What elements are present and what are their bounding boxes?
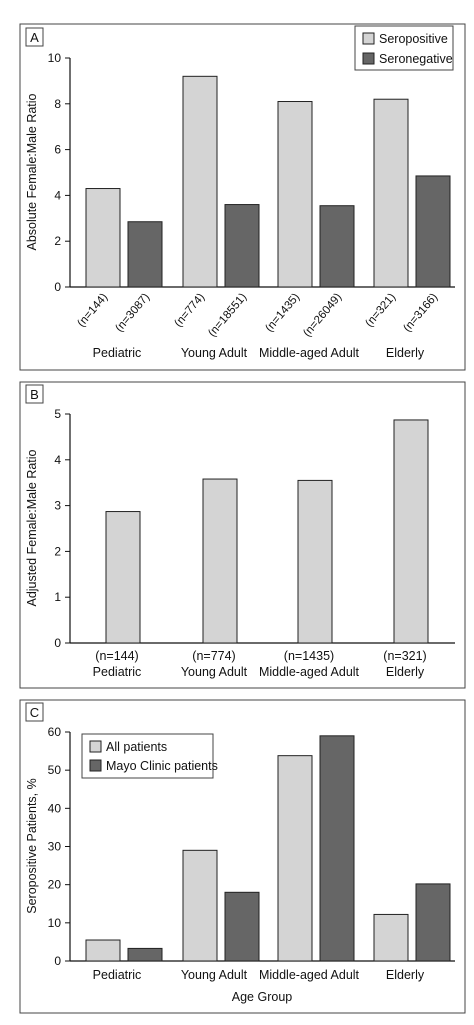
y-tick-label: 10 xyxy=(48,51,62,65)
y-tick-label: 2 xyxy=(54,234,61,248)
y-tick-label: 4 xyxy=(54,188,61,202)
n-label: (n=144) xyxy=(95,649,138,663)
bar-mayo-clinic-patients-3 xyxy=(415,883,451,962)
bar-seronegative-3 xyxy=(415,175,451,288)
category-label: Elderly xyxy=(386,665,425,679)
legend-label-all-patients: All patients xyxy=(106,740,167,754)
y-tick-label: 40 xyxy=(48,801,62,815)
bar-all-patients-2 xyxy=(277,755,313,962)
bar-seropositive-0 xyxy=(85,188,121,288)
panel-c-legend: All patients Mayo Clinic patients xyxy=(81,733,218,779)
panel-c-y-ticks: 0 10 20 30 40 50 60 xyxy=(48,725,70,968)
y-tick-label: 0 xyxy=(54,280,61,294)
bar-value-3 xyxy=(393,419,429,644)
panel-a-bars xyxy=(85,75,451,288)
category-label: Pediatric xyxy=(93,968,142,982)
bar-value-0 xyxy=(105,511,141,644)
bar-seronegative-1 xyxy=(224,204,260,288)
y-tick-label: 6 xyxy=(54,143,61,157)
panel-a-category-labels: Pediatric Young Adult Middle-aged Adult Eld… xyxy=(93,346,425,360)
y-tick-label: 3 xyxy=(54,499,61,513)
y-tick-label: 10 xyxy=(48,916,62,930)
panel-b-ylabel: Adjusted Female:Male Ratio xyxy=(25,449,39,606)
panel-c-legend-box xyxy=(81,733,214,779)
legend-swatch-mayo-clinic xyxy=(89,759,102,772)
category-label: Middle-aged Adult xyxy=(259,346,360,360)
bar-seropositive-2 xyxy=(277,101,313,288)
panel-c-ylabel: Seropositive Patients, % xyxy=(25,778,39,914)
y-tick-label: 60 xyxy=(48,725,62,739)
bar-seropositive-3 xyxy=(373,98,409,288)
panel-b-y-ticks: 0 1 2 3 4 5 xyxy=(54,407,70,650)
legend-swatch-all-patients xyxy=(89,740,102,753)
panel-a-badge xyxy=(25,27,44,47)
category-label: Young Adult xyxy=(181,968,248,982)
y-tick-label: 0 xyxy=(54,954,61,968)
panel-b-n-labels: (n=144) (n=774) (n=1435) (n=321) xyxy=(95,649,426,663)
bar-seronegative-2 xyxy=(319,205,355,288)
panel-b-letter: B xyxy=(30,387,39,402)
category-label: Young Adult xyxy=(181,346,248,360)
panel-a-ylabel: Absolute Female:Male Ratio xyxy=(25,93,39,250)
bar-value-2 xyxy=(297,479,333,644)
category-label: Middle-aged Adult xyxy=(259,665,360,679)
panel-a-letter: A xyxy=(30,30,39,45)
panel-b-frame xyxy=(19,381,466,689)
legend-swatch-seronegative xyxy=(362,52,375,65)
legend-swatch-seropositive xyxy=(362,32,375,45)
panel-a-y-ticks: 0 2 4 6 8 10 xyxy=(48,51,70,294)
n-label: (n=1435) xyxy=(284,649,334,663)
panel-c-xlabel: Age Group xyxy=(232,990,293,1004)
bar-mayo-clinic-patients-1 xyxy=(224,891,260,962)
y-tick-label: 2 xyxy=(54,544,61,558)
bar-all-patients-3 xyxy=(373,913,409,962)
y-tick-label: 20 xyxy=(48,878,62,892)
panel-c: C Seropositive Patients, % 0 10 20 30 40 50 60… xyxy=(19,699,466,1014)
bar-value-1 xyxy=(202,478,238,644)
bar-mayo-clinic-patients-2 xyxy=(319,735,355,962)
category-label: Pediatric xyxy=(93,665,142,679)
y-tick-label: 30 xyxy=(48,840,62,854)
n-label: (n=321) xyxy=(383,649,426,663)
bar-seropositive-1 xyxy=(182,75,218,288)
bar-all-patients-0 xyxy=(85,939,121,962)
category-label: Young Adult xyxy=(181,665,248,679)
legend-label-mayo-clinic: Mayo Clinic patients xyxy=(106,759,218,773)
y-tick-label: 0 xyxy=(54,636,61,650)
category-label: Middle-aged Adult xyxy=(259,968,360,982)
y-tick-label: 1 xyxy=(54,590,61,604)
n-label: (n=774) xyxy=(192,649,235,663)
panel-b: B Adjusted Female:Male Ratio 0 1 2 3 4 5 (n=1… xyxy=(19,381,466,689)
category-label: Elderly xyxy=(386,968,425,982)
panel-c-category-labels: Pediatric Young Adult Middle-aged Adult Eld… xyxy=(93,968,425,982)
panel-c-letter: C xyxy=(30,705,39,720)
panel-b-category-labels: Pediatric Young Adult Middle-aged Adult Eld… xyxy=(93,665,425,679)
legend-label-seronegative: Seronegative xyxy=(379,52,453,66)
category-label: Pediatric xyxy=(93,346,142,360)
category-label: Elderly xyxy=(386,346,425,360)
bar-mayo-clinic-patients-0 xyxy=(127,947,163,962)
panel-a-legend: Seropositive Seronegative xyxy=(354,25,454,71)
y-tick-label: 5 xyxy=(54,407,61,421)
bar-all-patients-1 xyxy=(182,849,218,962)
panel-b-bars xyxy=(105,419,429,644)
y-tick-label: 50 xyxy=(48,763,62,777)
y-tick-label: 4 xyxy=(54,453,61,467)
panel-c-badge xyxy=(25,702,44,722)
bar-seronegative-0 xyxy=(127,221,163,288)
panel-b-badge xyxy=(25,384,44,404)
y-tick-label: 8 xyxy=(54,97,61,111)
legend-label-seropositive: Seropositive xyxy=(379,32,448,46)
panel-c-bars xyxy=(85,735,451,962)
